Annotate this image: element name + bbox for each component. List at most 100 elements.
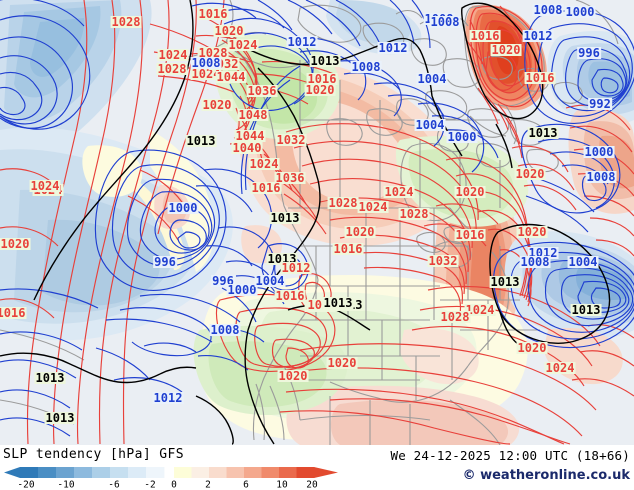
isobar-label: 1032 [275,133,307,147]
isobar-label: 1008 [190,56,222,70]
isobar-label: 1013 [527,126,559,140]
colorbar-left-arrow [4,467,20,478]
isobar-label: 1008 [209,323,241,337]
isobar-label: 1016 [306,72,338,86]
isobar-label: 1028 [156,62,188,76]
footer-copyright: © weatheronline.co.uk [462,468,630,483]
isobar-label: 1016 [197,7,229,21]
isobar-label: 1012 [152,391,184,405]
colorbar-swatch-positive [261,467,280,478]
isobar-label: 1048 [237,108,269,122]
isobar-label: 1020 [516,341,548,355]
isobar-label: 1013 [489,275,521,289]
isobar-label: 1000 [564,5,596,19]
colorbar-swatch-negative [128,467,147,478]
isobar-label: 1008 [532,3,564,17]
footer-title: SLP tendency [hPa] GFS [3,447,184,462]
isobar-label: 1016 [454,228,486,242]
isobar-label: 996 [577,46,601,60]
isobar-label: 996 [153,255,177,269]
isobar-label: 1008 [429,15,461,29]
isobar-label: 1008 [519,255,551,269]
isobar-label: 1036 [246,84,278,98]
isobar-label: 1000 [226,283,258,297]
isobar-label: 1028 [398,207,430,221]
isobar-label: 1040 [231,141,263,155]
isobar-label: 1013 [309,54,341,68]
isobar-label: 1028 [197,46,229,60]
map-footer: SLP tendency [hPa] GFS We 24-12-2025 12:… [0,445,634,490]
isobar-label: 1020 [326,356,358,370]
isobar-label: 1032 [427,254,459,268]
colorbar-legend[interactable]: -20 -10 -6 -2 0 2 6 10 20 [2,467,342,489]
colorbar-tick-label: 2 [205,480,211,490]
isobar-label: 1016 [469,29,501,43]
isobar-label: 1012 [522,29,554,43]
isobar-label: 1024 [29,179,61,193]
colorbar-tick-label: -20 [17,480,34,490]
isobar-label: 1013 [34,371,66,385]
isobar-label: 1024 [544,361,576,375]
colorbar-tick-label: -2 [144,480,155,490]
isobar-label: 992 [588,97,612,111]
isobar-label: 1024 [227,38,259,52]
isobar-label: 1024 [248,157,280,171]
isobar-label: 1012 [280,261,312,275]
colorbar-swatch-positive [279,467,297,478]
colorbar-swatch-positive [226,467,245,478]
isobar-label: 1024 [464,303,496,317]
isobar-label: 1020 [344,225,376,239]
colorbar-swatch-negative [20,467,39,478]
isobar-label: 1016 [524,71,556,85]
isobar-label: 1013 [185,134,217,148]
colorbar-tick-label: 6 [243,480,249,490]
isobar-label: 1013 [44,411,76,425]
isobar-label: 1024 [190,67,222,81]
colorbar-swatch-positive [209,467,227,478]
isobar-label: 1004 [414,118,446,132]
isobar-label: 1013 [269,211,301,225]
isobar-label: 1016 [0,307,27,319]
isobar-label: 1024 [157,48,189,62]
isobar-label: 1044 [234,129,266,143]
colorbar-tick-label: 0 [171,480,177,490]
isobar-label: 1020 [277,369,309,383]
isobar-label-layer: 1028 1024 1028 1024 1016 1020 1024 1028 1032 1044… [0,3,617,425]
colorbar-swatch-negative [146,467,165,478]
isobar-label: 1020 [201,98,233,112]
isobar-label: 1024 [383,185,415,199]
isobar-label: 1016 [250,181,282,195]
colorbar-swatch-negative [92,467,111,478]
isobar-label: 1020 [454,185,486,199]
isobar-label: 1020 [516,225,548,239]
isobar-label: 1012 [286,35,318,49]
colorbar-swatch-negative [110,467,129,478]
isobar-label: 1020 [514,167,546,181]
isobar-label: 1020 [304,83,336,97]
colorbar-tick-label: -6 [108,480,120,490]
isobar-label: 1016 [332,242,364,256]
isobar-label: 1008 [585,170,617,184]
isobar-label: 1004 [567,255,599,269]
isobar-label: 1012 [377,41,409,55]
isobar-label: 1028 [327,196,359,210]
colorbar-tick-label: 20 [306,480,318,490]
colorbar-right-arrow [314,467,338,478]
isobar-label: 1020 [213,24,245,38]
isobar-label: 1020 [490,43,522,57]
colorbar-swatch-positive [174,467,192,478]
isobar-label: 1013 [322,296,354,310]
isobar-label: 1000 [446,130,478,144]
colorbar-swatch-negative [56,467,75,478]
slp-tendency-map[interactable]: 1028 1024 1028 1024 1016 1020 1024 1028 1032 1044… [0,0,634,445]
isobar-label: 1044 [215,70,247,84]
isobar-label: 1004 [416,72,448,86]
isobar-label: 1004 [254,274,286,288]
colorbar-swatch-negative [38,467,57,478]
colorbar-tick-label: 10 [276,480,288,490]
colorbar-swatch-positive [296,467,315,478]
colorbar-tick-label: -10 [57,480,74,490]
colorbar-swatch-positive [191,467,210,478]
footer-datetime: We 24-12-2025 12:00 UTC (18+66) [390,448,630,463]
